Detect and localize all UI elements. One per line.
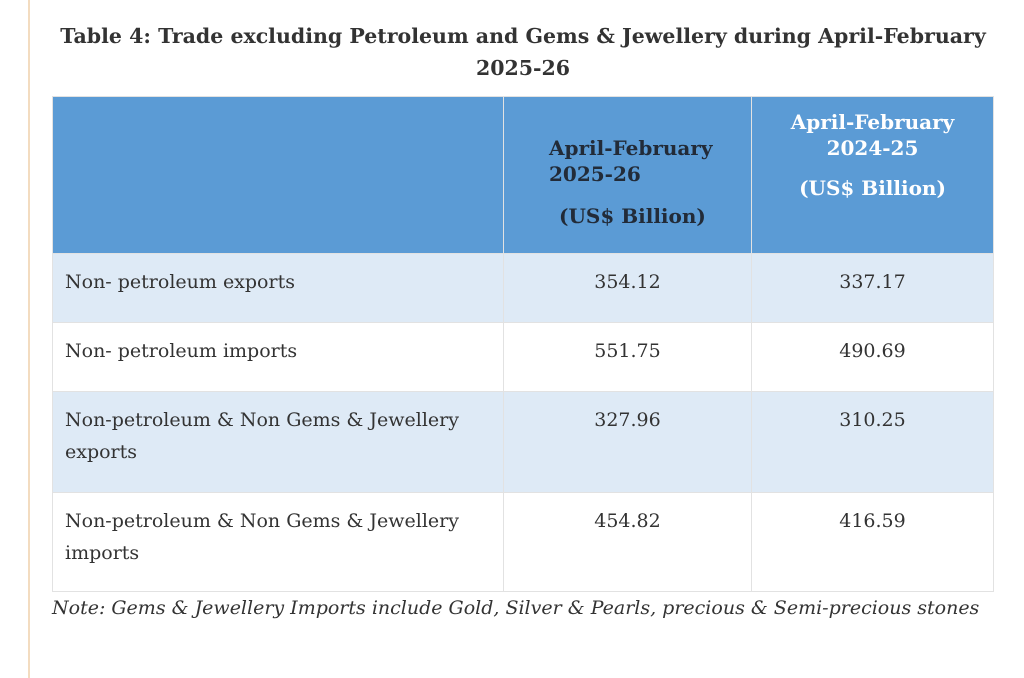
table-row: Non- petroleum exports 354.12 337.17 xyxy=(52,253,994,323)
header-2024-25: April-February 2024-25 (US$ Billion) xyxy=(751,96,994,254)
value-2024-25: 490.69 xyxy=(751,322,994,392)
table-row: Non- petroleum imports 551.75 490.69 xyxy=(52,322,994,392)
table-row: Non-petroleum & Non Gems & Jewellery imp… xyxy=(52,492,994,592)
value-2025-26: 354.12 xyxy=(503,253,752,323)
header-2025-26: April-February 2025-26 (US$ Billion) xyxy=(503,96,752,254)
trade-table: April-February 2025-26 (US$ Billion) Apr… xyxy=(52,96,994,592)
header-empty xyxy=(52,96,504,254)
header-unit: (US$ Billion) xyxy=(559,204,706,228)
header-label: April-February 2025-26 xyxy=(549,136,713,186)
row-label: Non- petroleum imports xyxy=(52,322,504,392)
value-2025-26: 551.75 xyxy=(503,322,752,392)
row-label: Non-petroleum & Non Gems & Jewellery imp… xyxy=(52,492,504,592)
value-2025-26: 327.96 xyxy=(503,391,752,493)
table-title: Table 4: Trade excluding Petroleum and G… xyxy=(60,24,986,80)
header-unit: (US$ Billion) xyxy=(799,176,946,200)
value-2024-25: 416.59 xyxy=(751,492,994,592)
header-label: April-February 2024-25 xyxy=(790,110,955,160)
value-2024-25: 337.17 xyxy=(751,253,994,323)
row-label: Non- petroleum exports xyxy=(52,253,504,323)
table-row: Non-petroleum & Non Gems & Jewellery exp… xyxy=(52,391,994,493)
row-label: Non-petroleum & Non Gems & Jewellery exp… xyxy=(52,391,504,493)
table-header-row: April-February 2025-26 (US$ Billion) Apr… xyxy=(52,96,994,254)
value-2024-25: 310.25 xyxy=(751,391,994,493)
page-frame xyxy=(28,0,1024,678)
value-2025-26: 454.82 xyxy=(503,492,752,592)
table-note: Note: Gems & Jewellery Imports include G… xyxy=(52,597,980,619)
